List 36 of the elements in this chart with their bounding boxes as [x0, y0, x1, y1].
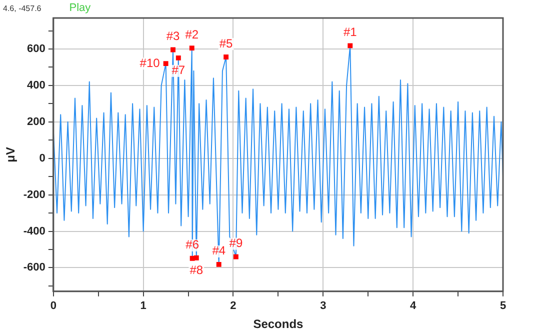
point	[163, 61, 168, 66]
x-axis-title: Seconds	[253, 317, 304, 332]
y-tick-label: 600	[27, 43, 46, 56]
y-axis-title: μV	[4, 147, 18, 162]
x-tick-label: 4	[410, 300, 418, 312]
text: 4.6, -457.6	[3, 4, 42, 13]
annotation: #9	[229, 236, 243, 250]
y-tick-label: 200	[27, 116, 46, 128]
x-tick-label: 2	[230, 300, 236, 312]
annotation: #5	[219, 36, 234, 50]
x-tick-label: 3	[320, 300, 326, 312]
point	[216, 262, 222, 267]
y-tick-label: -400	[23, 225, 46, 238]
point	[233, 254, 238, 260]
annotation: #6	[186, 238, 200, 252]
annotation: #4	[212, 244, 226, 258]
point	[170, 47, 176, 52]
y-tick-label: 400	[27, 79, 46, 92]
y-tick-label: -200	[23, 188, 46, 201]
x-tick-label: 0	[50, 300, 56, 312]
annotation: #2	[185, 27, 199, 42]
annotation: #7	[172, 63, 186, 78]
point	[189, 46, 194, 51]
annotation: #10	[140, 56, 160, 70]
point	[176, 55, 181, 60]
y-tick-label: -600	[23, 262, 46, 274]
annotation: #3	[166, 29, 180, 44]
annotation: #1	[343, 25, 358, 40]
x-tick-label: 5	[500, 300, 506, 312]
x-tick-label: 1	[140, 300, 146, 312]
y-tick-label: 0	[39, 152, 46, 164]
annotation: #8	[190, 263, 204, 278]
point	[348, 43, 353, 48]
point	[224, 54, 229, 60]
text: Play	[69, 2, 91, 14]
point	[194, 255, 199, 260]
